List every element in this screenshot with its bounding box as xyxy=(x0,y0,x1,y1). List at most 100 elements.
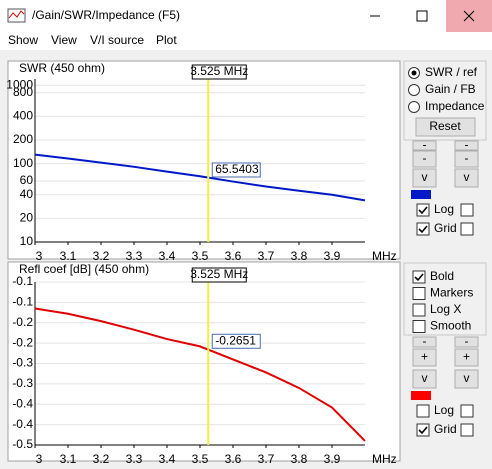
x-tick-label: 3.6 xyxy=(225,452,242,466)
step-button[interactable] xyxy=(454,150,479,168)
step-button-label: - xyxy=(465,151,469,165)
log-checkbox-2[interactable] xyxy=(460,404,474,418)
x-tick-label: 3.7 xyxy=(258,249,275,263)
option-checkbox[interactable] xyxy=(412,287,426,300)
x-tick-label: 3.1 xyxy=(60,249,77,263)
y-tick-label: -0.1 xyxy=(12,274,33,288)
menu-item[interactable]: V/I source xyxy=(90,33,144,47)
log-checkbox-2[interactable] xyxy=(460,203,474,217)
cursor-value: 65.5403 xyxy=(215,162,259,176)
y-tick-label: 200 xyxy=(13,132,33,146)
step-button[interactable] xyxy=(412,336,437,348)
step-button[interactable] xyxy=(454,348,479,367)
y-tick-label: 400 xyxy=(13,109,33,123)
y-tick-label: 100 xyxy=(13,156,33,170)
step-button[interactable] xyxy=(412,168,437,188)
x-tick-label: 3.1 xyxy=(60,452,77,466)
cursor-value: -0.2651 xyxy=(215,333,256,347)
log-label[interactable]: Log xyxy=(434,202,454,216)
log-checkbox[interactable] xyxy=(416,203,430,217)
step-button[interactable] xyxy=(412,150,437,168)
step-button[interactable] xyxy=(454,336,479,348)
color-swatch[interactable] xyxy=(411,190,431,199)
option-checkbox[interactable] xyxy=(412,303,426,317)
step-button[interactable] xyxy=(412,348,437,367)
y-tick-label: 800 xyxy=(13,85,33,99)
menu-item[interactable]: View xyxy=(51,33,77,47)
y-tick-label: -0.2 xyxy=(12,315,33,329)
x-tick-label: 3.3 xyxy=(126,452,143,466)
reset-button[interactable] xyxy=(415,117,476,137)
y-tick-label: -0.4 xyxy=(12,417,33,431)
x-axis-label: MHz xyxy=(372,452,397,466)
step-button-label: - xyxy=(423,151,427,165)
y-tick-label: -0.2 xyxy=(12,335,33,349)
window-title: /Gain/SWR/Impedance (F5) xyxy=(32,8,180,22)
chart-title: Refl coef [dB] (450 ohm) xyxy=(19,262,149,276)
step-button-label: v xyxy=(464,371,470,385)
radio-dot xyxy=(411,70,417,76)
y-tick-label: -0.3 xyxy=(12,376,33,390)
y-tick-label: 1000 xyxy=(6,77,33,91)
x-axis-label: MHz xyxy=(372,249,397,263)
close-icon xyxy=(463,10,475,22)
step-button-label: - xyxy=(423,138,427,152)
option-label[interactable]: Smooth xyxy=(430,319,471,333)
x-tick-label: 3.7 xyxy=(258,452,275,466)
grid-label[interactable]: Grid xyxy=(434,221,457,235)
step-button-label: - xyxy=(423,334,427,348)
app-icon xyxy=(7,8,26,23)
y-tick-label: 60 xyxy=(20,173,34,187)
cursor-value-box xyxy=(211,162,261,178)
log-checkbox[interactable] xyxy=(416,404,430,418)
y-tick-label: 40 xyxy=(20,187,34,201)
grid-checkbox[interactable] xyxy=(416,423,430,437)
x-tick-label: 3.9 xyxy=(324,452,341,466)
step-button-label: v xyxy=(422,170,428,184)
y-tick-label: 20 xyxy=(20,211,34,225)
cursor-label-box xyxy=(191,64,247,80)
grid-checkbox-mark xyxy=(418,225,428,234)
step-button-label: + xyxy=(463,350,470,364)
chart-frame xyxy=(7,261,401,462)
step-button[interactable] xyxy=(412,369,437,389)
option-checkbox[interactable] xyxy=(412,270,426,284)
step-button-label: - xyxy=(465,138,469,152)
step-button[interactable] xyxy=(454,140,479,151)
y-tick-label: -0.5 xyxy=(12,437,33,451)
step-button[interactable] xyxy=(454,168,479,188)
y-tick-label: -0.4 xyxy=(12,396,33,410)
radio[interactable] xyxy=(408,101,420,113)
grid-checkbox-2[interactable] xyxy=(460,423,474,437)
log-label[interactable]: Log xyxy=(434,403,454,417)
cursor-label-box xyxy=(191,267,247,283)
x-tick-label: 3.4 xyxy=(159,249,176,263)
x-tick-label: 3.3 xyxy=(126,249,143,263)
grid-label[interactable]: Grid xyxy=(434,422,457,436)
radio[interactable] xyxy=(408,84,420,96)
radio-label[interactable]: Gain / FB xyxy=(425,82,476,96)
color-swatch[interactable] xyxy=(411,391,431,400)
maximize-button[interactable] xyxy=(416,10,428,22)
grid-checkbox[interactable] xyxy=(416,222,430,236)
radio-label[interactable]: SWR / ref xyxy=(425,65,478,79)
chart-frame xyxy=(7,60,401,260)
step-button[interactable] xyxy=(454,369,479,389)
option-label[interactable]: Markers xyxy=(430,286,473,300)
option-label[interactable]: Log X xyxy=(430,302,461,316)
x-tick-label: 3.2 xyxy=(93,249,110,263)
group-box xyxy=(403,60,487,141)
menu-item[interactable]: Plot xyxy=(156,33,177,47)
step-button[interactable] xyxy=(412,140,437,151)
radio-label[interactable]: Impedance xyxy=(425,99,485,113)
x-tick-label: 3.4 xyxy=(159,452,176,466)
y-tick-label: 10 xyxy=(20,234,34,248)
option-checkbox[interactable] xyxy=(412,320,426,333)
grid-checkbox-2[interactable] xyxy=(460,222,474,236)
reset-label: Reset xyxy=(429,119,461,133)
menu-item[interactable]: Show xyxy=(8,33,38,47)
option-label[interactable]: Bold xyxy=(430,269,454,283)
x-tick-label: 3.8 xyxy=(291,249,308,263)
x-tick-label: 3 xyxy=(36,249,43,263)
